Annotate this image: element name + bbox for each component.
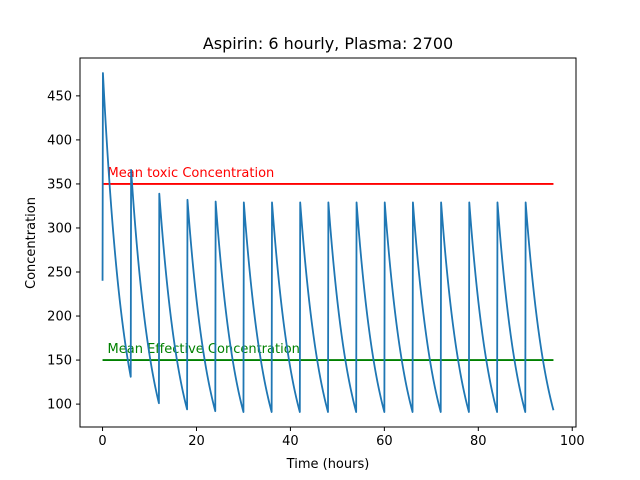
y-axis: 100 150 200 250 300 350 400 450 bbox=[47, 89, 80, 413]
y-tick-label-7: 450 bbox=[47, 89, 72, 104]
y-tick-label-6: 400 bbox=[47, 133, 72, 148]
chart-title: Aspirin: 6 hourly, Plasma: 2700 bbox=[203, 34, 453, 53]
plot-frame bbox=[79, 57, 577, 428]
y-tick-label-3: 250 bbox=[47, 266, 72, 281]
y-tick-label-2: 200 bbox=[47, 310, 72, 325]
x-axis-title: Time (hours) bbox=[286, 457, 370, 472]
x-tick-label-3: 60 bbox=[376, 434, 393, 449]
x-tick-label-5: 100 bbox=[560, 434, 585, 449]
x-tick-label-2: 40 bbox=[282, 434, 299, 449]
x-tick-label-1: 20 bbox=[188, 434, 205, 449]
y-tick-label-1: 150 bbox=[47, 354, 72, 369]
reference-line-label-0: Mean toxic Concentration bbox=[108, 166, 275, 181]
x-axis: 0 20 40 60 80 100 bbox=[98, 427, 585, 449]
x-tick-label-4: 80 bbox=[470, 434, 487, 449]
y-axis-title: Concentration bbox=[24, 197, 39, 289]
y-tick-label-4: 300 bbox=[47, 221, 72, 236]
y-tick-label-5: 350 bbox=[47, 177, 72, 192]
series-line-0 bbox=[101, 72, 555, 413]
x-tick-label-0: 0 bbox=[98, 434, 106, 449]
y-tick-label-0: 100 bbox=[47, 398, 72, 413]
